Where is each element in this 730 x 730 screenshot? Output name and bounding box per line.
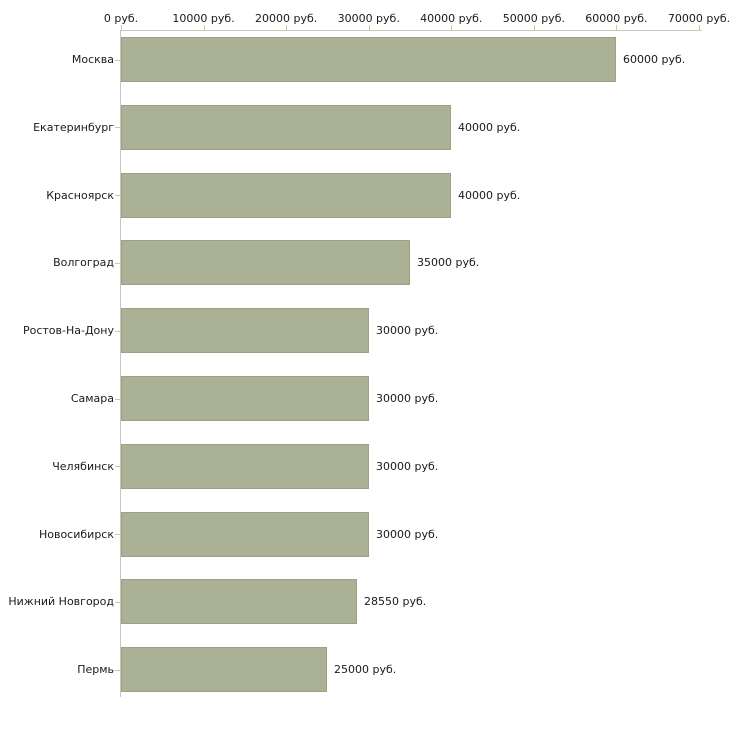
x-axis-tick-mark — [286, 25, 288, 31]
x-axis-tick-label: 30000 руб. — [337, 12, 400, 25]
x-axis-tick-label: 40000 руб. — [420, 12, 483, 25]
bar-value-label: 40000 руб. — [458, 120, 521, 134]
bar — [121, 579, 357, 625]
bar-value-label: 25000 руб. — [334, 663, 397, 677]
category-tick-mark — [115, 195, 121, 196]
x-axis-tick-label: 20000 руб. — [255, 12, 318, 25]
category-tick-mark — [115, 670, 121, 671]
category-label: Москва — [71, 53, 114, 66]
y-axis-line — [120, 30, 121, 697]
bar — [121, 647, 327, 693]
category-tick-mark — [115, 602, 121, 603]
x-axis-tick-mark — [533, 25, 535, 31]
category-label: Нижний Новгород — [8, 595, 114, 609]
x-axis-tick-label: 70000 руб. — [667, 12, 730, 25]
category-tick-mark — [115, 466, 121, 467]
bar-value-label: 60000 руб. — [623, 53, 686, 66]
category-label: Волгоград — [53, 256, 114, 270]
category-label: Ростов-На-Дону — [22, 324, 114, 338]
x-axis-tick-mark — [616, 25, 618, 31]
x-axis-line — [120, 30, 702, 31]
bar — [121, 37, 616, 82]
x-axis-tick-label: 60000 руб. — [585, 12, 648, 25]
x-axis-tick-mark — [121, 25, 122, 31]
category-tick-mark — [115, 534, 121, 535]
x-axis-tick-mark — [368, 25, 370, 31]
category-label: Челябинск — [52, 459, 114, 473]
x-axis-tick-mark — [699, 25, 700, 31]
bar-value-label: 30000 руб. — [376, 527, 439, 541]
category-tick-mark — [115, 263, 121, 264]
bar — [121, 443, 369, 489]
category-label: Новосибирск — [38, 527, 114, 541]
bar-value-label: 28550 руб. — [364, 595, 427, 609]
category-label: Пермь — [77, 663, 114, 677]
bar — [121, 308, 369, 354]
bar-value-label: 35000 руб. — [417, 256, 480, 270]
bar — [121, 240, 410, 286]
category-tick-mark — [115, 399, 121, 400]
category-tick-mark — [115, 127, 121, 128]
bar — [121, 511, 369, 557]
x-axis-tick-label: 50000 руб. — [502, 12, 565, 25]
bar — [121, 172, 451, 218]
bar — [121, 376, 369, 421]
bar-value-label: 40000 руб. — [458, 188, 521, 202]
bar — [121, 104, 451, 150]
x-axis-tick-mark — [203, 25, 205, 31]
x-axis-tick-label: 0 руб. — [103, 12, 139, 25]
category-tick-mark — [115, 331, 121, 332]
bar-value-label: 30000 руб. — [376, 324, 439, 338]
x-axis-tick-label: 10000 руб. — [172, 12, 235, 25]
category-label: Екатеринбург — [33, 120, 114, 134]
category-tick-mark — [115, 60, 121, 61]
bar-value-label: 30000 руб. — [376, 459, 439, 473]
bar-value-label: 30000 руб. — [376, 392, 439, 405]
category-label: Красноярск — [46, 188, 114, 202]
category-label: Самара — [70, 392, 114, 405]
x-axis-tick-mark — [451, 25, 453, 31]
